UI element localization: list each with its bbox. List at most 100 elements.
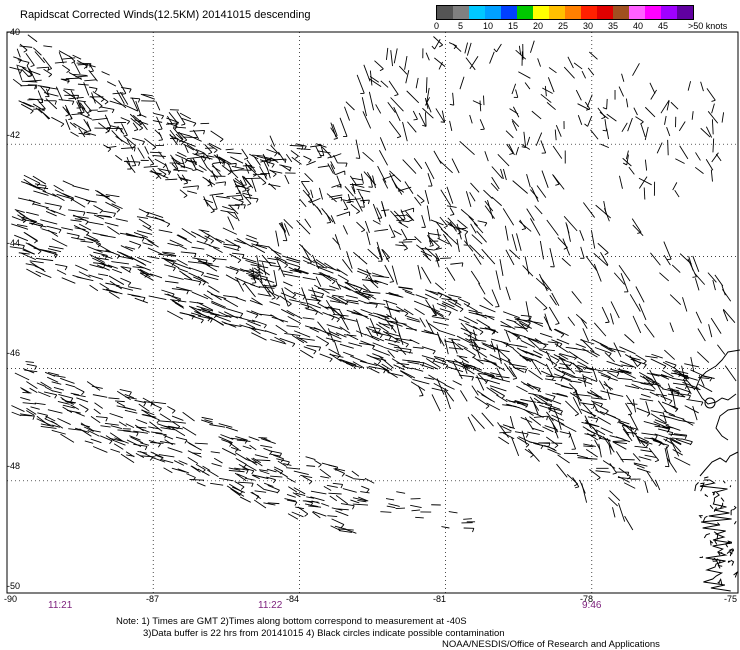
wind-barb xyxy=(83,236,100,243)
wind-barb xyxy=(592,403,599,413)
wind-barb xyxy=(242,192,253,196)
wind-barb xyxy=(234,277,246,286)
wind-barb xyxy=(620,273,629,293)
wind-barb xyxy=(400,207,415,213)
wind-barb xyxy=(460,390,468,402)
wind-barb xyxy=(21,66,33,78)
wind-barb xyxy=(620,370,632,375)
wind-barb xyxy=(193,129,199,140)
wind-barb xyxy=(665,446,671,463)
wind-barb xyxy=(445,295,462,306)
wind-barb xyxy=(479,100,482,112)
wind-barb xyxy=(463,518,472,520)
wind-barb xyxy=(236,439,251,442)
wind-barb xyxy=(424,189,430,204)
wind-barb xyxy=(520,381,534,390)
wind-barb xyxy=(292,492,301,498)
wind-barb xyxy=(264,330,277,336)
wind-barb xyxy=(284,498,296,502)
wind-barb xyxy=(180,140,196,147)
wind-barb xyxy=(484,151,489,162)
wind-barb xyxy=(670,439,680,457)
wind-barb xyxy=(650,410,664,414)
wind-barb xyxy=(94,402,103,409)
wind-barb xyxy=(473,222,484,234)
wind-barb xyxy=(19,43,28,53)
wind-barb xyxy=(87,221,104,226)
wind-barb xyxy=(172,421,186,424)
coastline-segment xyxy=(726,550,733,555)
wind-barb xyxy=(668,433,686,437)
lon-label: -87 xyxy=(146,594,160,604)
wind-barb xyxy=(314,459,322,468)
wind-barb xyxy=(288,486,298,493)
wind-barb xyxy=(330,161,336,170)
wind-barb xyxy=(426,101,432,113)
wind-barb xyxy=(430,219,444,226)
wind-barb xyxy=(228,470,245,473)
wind-barb xyxy=(482,343,494,350)
coastline-segment xyxy=(728,548,734,552)
wind-barb xyxy=(260,438,276,444)
wind-barb xyxy=(471,234,483,245)
wind-barb xyxy=(651,437,662,447)
wind-barb xyxy=(72,185,90,191)
wind-barb xyxy=(642,375,656,390)
wind-barb xyxy=(618,420,630,425)
wind-barb xyxy=(465,191,472,207)
wind-barb xyxy=(143,165,158,168)
wind-barb xyxy=(632,315,642,334)
wind-barb xyxy=(508,143,515,156)
wind-barb xyxy=(682,297,688,312)
wind-barb xyxy=(624,515,634,531)
wind-barb xyxy=(421,355,436,363)
wind-barb xyxy=(315,146,322,159)
wind-barb xyxy=(663,241,672,260)
wind-barb xyxy=(213,154,226,165)
wind-barb xyxy=(36,66,50,72)
wind-barb xyxy=(390,50,393,67)
wind-barb xyxy=(522,265,534,277)
wind-barb xyxy=(258,260,276,264)
wind-barb xyxy=(272,158,287,164)
wind-barb xyxy=(115,135,129,146)
wind-barb xyxy=(384,338,400,343)
wind-barb xyxy=(61,227,73,231)
wind-barb xyxy=(678,121,686,132)
wind-barb xyxy=(26,211,39,216)
wind-barb xyxy=(420,250,432,257)
wind-barb xyxy=(33,47,42,56)
wind-barb xyxy=(432,304,437,317)
coastline-segment xyxy=(720,497,725,502)
wind-barb xyxy=(188,442,202,451)
wind-barb xyxy=(339,343,354,349)
wind-barb xyxy=(239,496,251,503)
wind-barb xyxy=(259,469,269,472)
wind-barb xyxy=(168,275,184,280)
wind-barb xyxy=(227,441,239,453)
wind-barb xyxy=(182,272,193,280)
wind-barb xyxy=(498,436,510,445)
wind-barb xyxy=(622,157,632,167)
wind-barb xyxy=(78,223,92,231)
map-grid xyxy=(7,32,738,593)
wind-barb xyxy=(346,299,359,303)
wind-barb xyxy=(587,67,595,76)
wind-barb xyxy=(438,159,453,174)
wind-barb xyxy=(463,240,474,252)
wind-barb xyxy=(456,223,462,240)
wind-barb xyxy=(557,417,562,431)
wind-barb xyxy=(396,362,410,366)
wind-barb xyxy=(472,100,482,105)
wind-barb xyxy=(70,131,79,137)
wind-barb xyxy=(45,88,50,98)
wind-barb xyxy=(643,388,655,392)
wind-barb xyxy=(692,405,698,421)
wind-barb xyxy=(25,263,36,266)
wind-barb xyxy=(30,261,46,273)
wind-barb xyxy=(177,234,188,240)
wind-barb xyxy=(532,350,543,356)
wind-barb xyxy=(252,474,269,480)
wind-barb xyxy=(660,99,670,114)
wind-barb xyxy=(561,257,571,267)
